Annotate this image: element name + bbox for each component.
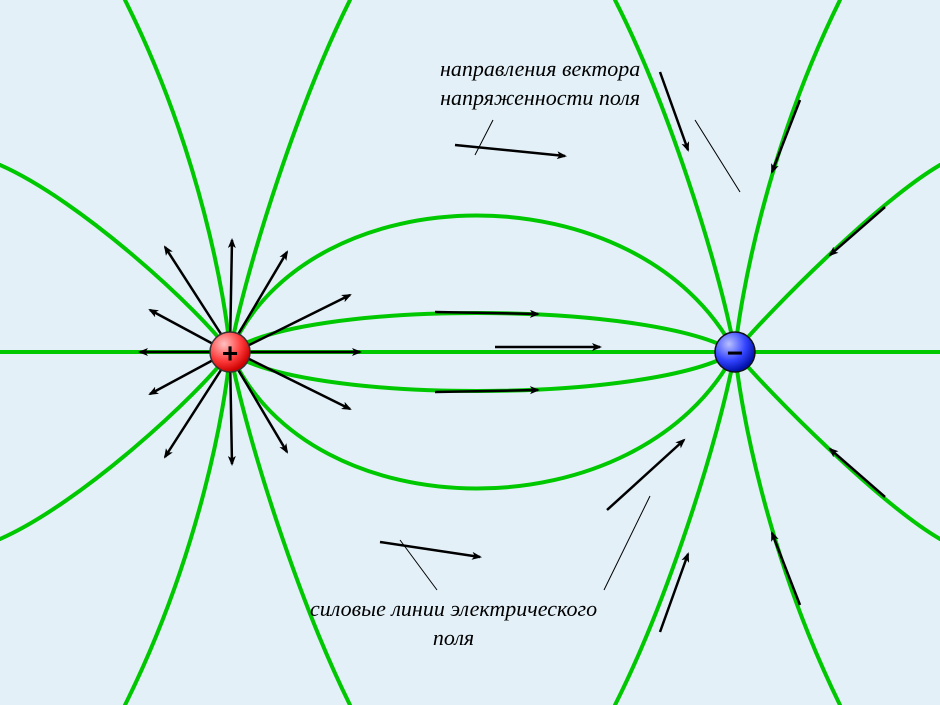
- leader-line-3: [604, 496, 650, 590]
- field-line-no1: [735, 0, 840, 352]
- label-vector-direction: направления вектора напряженности поля: [440, 55, 640, 112]
- field-line-no6: [615, 352, 735, 705]
- field-line-pc2: [230, 216, 735, 353]
- vector-arrow-4: [380, 542, 480, 557]
- field-line-po1: [125, 0, 230, 352]
- vector-arrow-20: [830, 207, 885, 255]
- positive-charge-symbol: +: [222, 338, 238, 369]
- leader-line-1: [695, 120, 740, 192]
- field-line-pc1: [230, 313, 735, 352]
- vector-arrow-5: [607, 440, 684, 510]
- vector-arrow-21: [830, 449, 885, 497]
- field-line-no5: [735, 352, 840, 705]
- vector-arrow-18: [772, 100, 800, 172]
- field-line-po3: [0, 165, 230, 352]
- label-vector-direction-line1: направления вектора: [440, 56, 640, 81]
- label-field-lines: силовые линии электрического поля: [310, 595, 597, 652]
- field-line-no2: [615, 0, 735, 352]
- field-line-pc3: [230, 352, 735, 391]
- field-line-po5: [125, 352, 230, 705]
- vector-arrow-22: [772, 533, 800, 605]
- label-vector-direction-line2: напряженности поля: [440, 85, 640, 110]
- vector-arrow-0: [455, 145, 565, 156]
- field-line-pc4: [230, 352, 735, 489]
- label-field-lines-line1: силовые линии электрического: [310, 596, 597, 621]
- negative-charge-symbol: −: [727, 338, 743, 369]
- label-field-lines-line2: поля: [433, 625, 474, 650]
- field-line-po2: [230, 0, 350, 352]
- vector-arrow-6: [165, 247, 230, 348]
- vector-arrow-12: [165, 356, 230, 457]
- field-line-po4: [0, 352, 230, 539]
